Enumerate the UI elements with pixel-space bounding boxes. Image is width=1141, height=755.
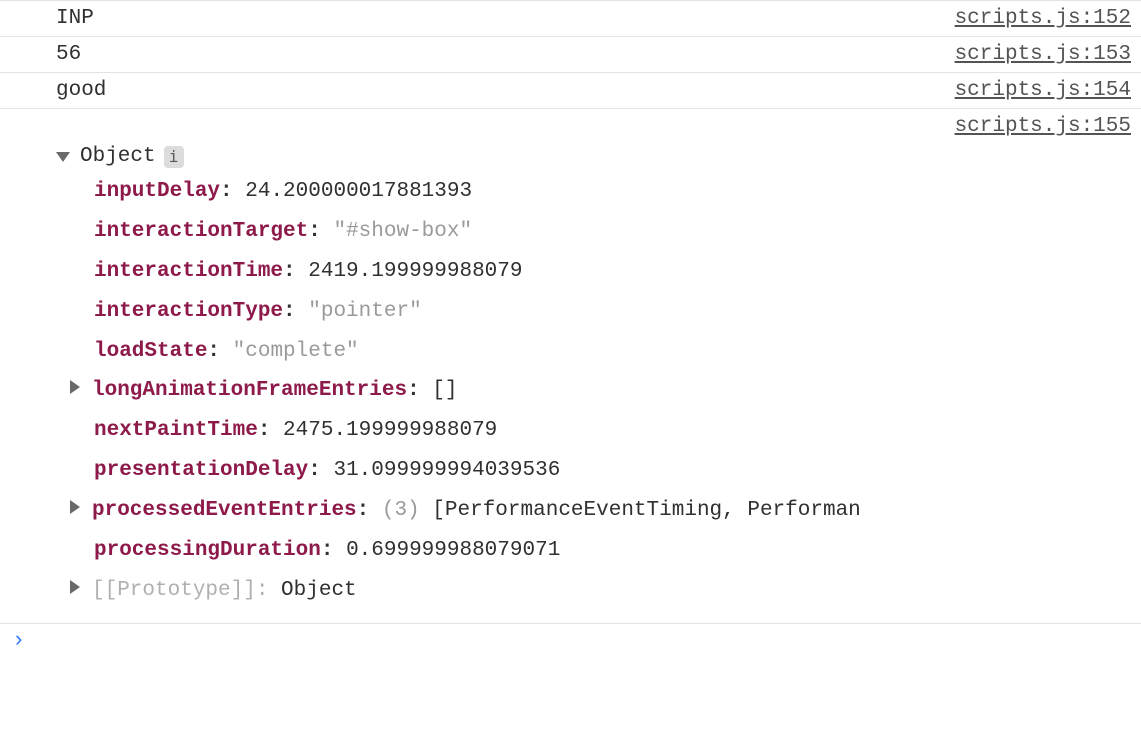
source-link[interactable]: scripts.js:152 xyxy=(955,7,1131,30)
array-count: (3) xyxy=(382,499,420,522)
object-property[interactable]: interactionType: "pointer" xyxy=(94,292,1131,332)
property-value: "#show-box" xyxy=(333,220,472,243)
object-property[interactable]: nextPaintTime: 2475.199999988079 xyxy=(94,411,1131,451)
log-message: good xyxy=(56,79,935,102)
property-key: longAnimationFrameEntries xyxy=(92,379,407,402)
disclosure-triangle-right-icon[interactable] xyxy=(70,380,80,394)
disclosure-triangle-right-icon[interactable] xyxy=(70,500,80,514)
property-value: 0.699999988079071 xyxy=(346,539,560,562)
object-header[interactable]: Object i xyxy=(56,145,1131,168)
property-key: nextPaintTime xyxy=(94,419,258,442)
property-key: processedEventEntries xyxy=(92,499,357,522)
property-key: interactionTime xyxy=(94,260,283,283)
object-property[interactable]: interactionTarget: "#show-box" xyxy=(94,212,1131,252)
property-value: 2475.199999988079 xyxy=(283,419,497,442)
property-value: "complete" xyxy=(233,340,359,363)
property-value: "pointer" xyxy=(308,300,421,323)
object-label: Object xyxy=(80,145,156,168)
property-key: loadState xyxy=(94,340,207,363)
disclosure-triangle-right-icon[interactable] xyxy=(70,580,80,594)
log-message: 56 xyxy=(56,43,935,66)
source-link[interactable]: scripts.js:155 xyxy=(955,115,1131,138)
object-property[interactable]: processedEventEntries: (3) [PerformanceE… xyxy=(94,491,1131,531)
console-panel: INP scripts.js:152 56 scripts.js:153 goo… xyxy=(0,0,1141,661)
console-object-row: scripts.js:155 Object i inputDelay: 24.2… xyxy=(0,109,1141,624)
console-log-row: good scripts.js:154 xyxy=(0,73,1141,109)
object-property[interactable]: presentationDelay: 31.099999994039536 xyxy=(94,451,1131,491)
object-property[interactable]: processingDuration: 0.699999988079071 xyxy=(94,531,1131,571)
property-value: 2419.199999988079 xyxy=(308,260,522,283)
property-value: [PerformanceEventTiming, Performan xyxy=(432,499,860,522)
console-log-row: INP scripts.js:152 xyxy=(0,0,1141,37)
prompt-chevron-icon: › xyxy=(12,628,25,653)
property-key: interactionTarget xyxy=(94,220,308,243)
property-value: Object xyxy=(281,579,357,602)
log-message: INP xyxy=(56,7,935,30)
disclosure-triangle-down-icon[interactable] xyxy=(56,152,70,162)
property-key: processingDuration xyxy=(94,539,321,562)
source-link[interactable]: scripts.js:154 xyxy=(955,79,1131,102)
source-link[interactable]: scripts.js:153 xyxy=(955,43,1131,66)
object-property[interactable]: loadState: "complete" xyxy=(94,332,1131,372)
object-property[interactable]: inputDelay: 24.200000017881393 xyxy=(94,172,1131,212)
object-properties: inputDelay: 24.200000017881393 interacti… xyxy=(56,172,1131,611)
object-property[interactable]: longAnimationFrameEntries: [] xyxy=(94,371,1131,411)
property-value: 31.099999994039536 xyxy=(333,459,560,482)
property-value: 24.200000017881393 xyxy=(245,180,472,203)
console-prompt[interactable]: › xyxy=(0,624,1141,661)
object-prototype[interactable]: [[Prototype]]: Object xyxy=(94,571,1131,611)
console-log-row: 56 scripts.js:153 xyxy=(0,37,1141,73)
property-key: presentationDelay xyxy=(94,459,308,482)
property-value: [] xyxy=(432,379,457,402)
info-icon[interactable]: i xyxy=(164,146,184,168)
property-key: interactionType xyxy=(94,300,283,323)
object-property[interactable]: interactionTime: 2419.199999988079 xyxy=(94,252,1131,292)
property-key: inputDelay xyxy=(94,180,220,203)
property-key: [[Prototype]] xyxy=(92,579,256,602)
